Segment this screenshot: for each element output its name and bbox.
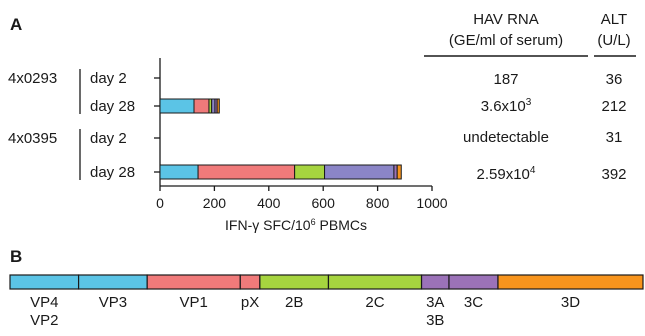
genome-label: 3C (464, 294, 483, 311)
bar-chart: 0 200 400 600 800 1000 4x0293 day 2 day 28 4x0395… (8, 58, 448, 211)
alt-value-row4: 392 (601, 166, 626, 183)
genome-segment-vp3 (77, 274, 148, 290)
bar-segment-vp1-px (197, 164, 296, 180)
x-tick-label: 0 (156, 195, 164, 211)
group-label: 4x0395 (8, 130, 57, 147)
genome-segment-3d (497, 274, 644, 290)
genome-label: VP1 (180, 294, 208, 311)
hav-value-row4: 2.59x104 (477, 165, 536, 183)
genome-label: pX (241, 294, 259, 311)
row-label: day 2 (90, 70, 127, 87)
genome-label: 3A (426, 294, 444, 311)
genome-segment-2b (259, 274, 330, 290)
x-tick-label: 1000 (416, 195, 447, 211)
genome-label-secondary: VP2 (30, 312, 58, 329)
alt-header-line2: (U/L) (597, 32, 630, 49)
group-label: 4x0293 (8, 70, 57, 87)
genome-segment-px (239, 274, 261, 290)
bar-segment-vp4-vp2-vp3 (159, 164, 199, 180)
bar-segment-3d (216, 98, 220, 114)
bar-segment-vp4-vp2-vp3 (159, 98, 195, 114)
x-axis-label: IFN-γ SFC/106 PBMCs (225, 217, 367, 233)
row-label: day 28 (90, 164, 135, 181)
row-label: day 28 (90, 98, 135, 115)
x-tick-label: 600 (312, 195, 336, 211)
row-label: day 2 (90, 130, 127, 147)
genome-segment-vp4 (9, 274, 80, 290)
genome-label: 2C (365, 294, 384, 311)
bar-segment-2b (294, 164, 326, 180)
alt-value-row1: 36 (606, 71, 623, 88)
bar-segment-2c (324, 164, 395, 180)
hav-value-row3: undetectable (463, 129, 549, 146)
hav-header-line2: (GE/ml of serum) (449, 32, 563, 49)
genome-segment-3c (448, 274, 499, 290)
genome-label: 3D (561, 294, 580, 311)
genome-segment-2c (327, 274, 423, 290)
genome-segment-vp1 (146, 274, 241, 290)
x-tick-label: 800 (366, 195, 390, 211)
panel-a-label: A (10, 15, 22, 34)
bar-segment-3d (396, 164, 402, 180)
genome-segment-3a (420, 274, 450, 290)
x-tick-label: 200 (203, 195, 227, 211)
panel-b-label: B (10, 247, 22, 266)
hav-header-line1: HAV RNA (473, 11, 539, 28)
genome-label: VP4 (30, 294, 58, 311)
hav-value-row1: 187 (493, 71, 518, 88)
bar-segment-vp1-px (193, 98, 210, 114)
x-tick-label: 400 (257, 195, 281, 211)
alt-value-row3: 31 (606, 129, 623, 146)
alt-header-line1: ALT (601, 11, 627, 28)
alt-value-row2: 212 (601, 98, 626, 115)
hav-value-row2: 3.6x103 (481, 97, 532, 115)
genome-label: 2B (285, 294, 303, 311)
genome-label-secondary: 3B (426, 312, 444, 329)
genome-label: VP3 (99, 294, 127, 311)
